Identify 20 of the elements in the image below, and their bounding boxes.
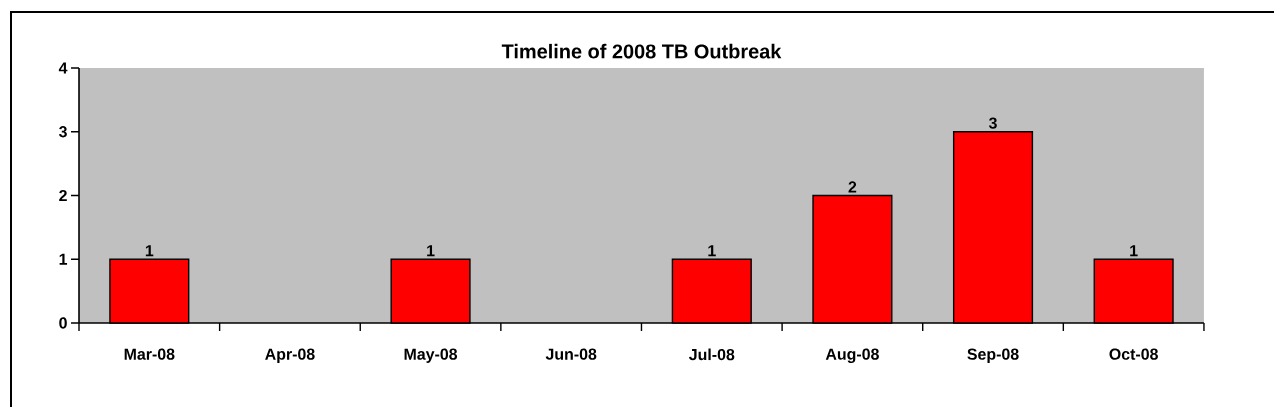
data-label: 1 <box>145 245 154 257</box>
data-label: 3 <box>988 117 997 129</box>
x-tick-label: Mar-08 <box>124 348 175 360</box>
y-tick-label: 2 <box>59 189 67 202</box>
chart-title: Timeline of 2008 TB Outbreak <box>501 43 782 59</box>
x-tick-label: May-08 <box>404 348 458 363</box>
x-tick-label: Apr-08 <box>265 348 315 363</box>
y-tick-label: 3 <box>58 126 67 138</box>
data-label: 1 <box>1130 245 1138 257</box>
y-tick-label: 1 <box>59 253 68 265</box>
data-label: 1 <box>708 245 716 257</box>
x-tick-label: Aug-08 <box>825 348 879 364</box>
x-tick-label: Oct-08 <box>1109 348 1158 360</box>
data-label: 1 <box>427 245 435 257</box>
y-tick-label: 0 <box>59 317 67 329</box>
x-tick-label: Sep-08 <box>967 348 1019 363</box>
data-label: 2 <box>848 181 857 193</box>
x-tick-label: Jul-08 <box>688 348 735 361</box>
y-tick-label: 4 <box>58 62 68 74</box>
x-tick-label: Jun-08 <box>545 348 597 360</box>
